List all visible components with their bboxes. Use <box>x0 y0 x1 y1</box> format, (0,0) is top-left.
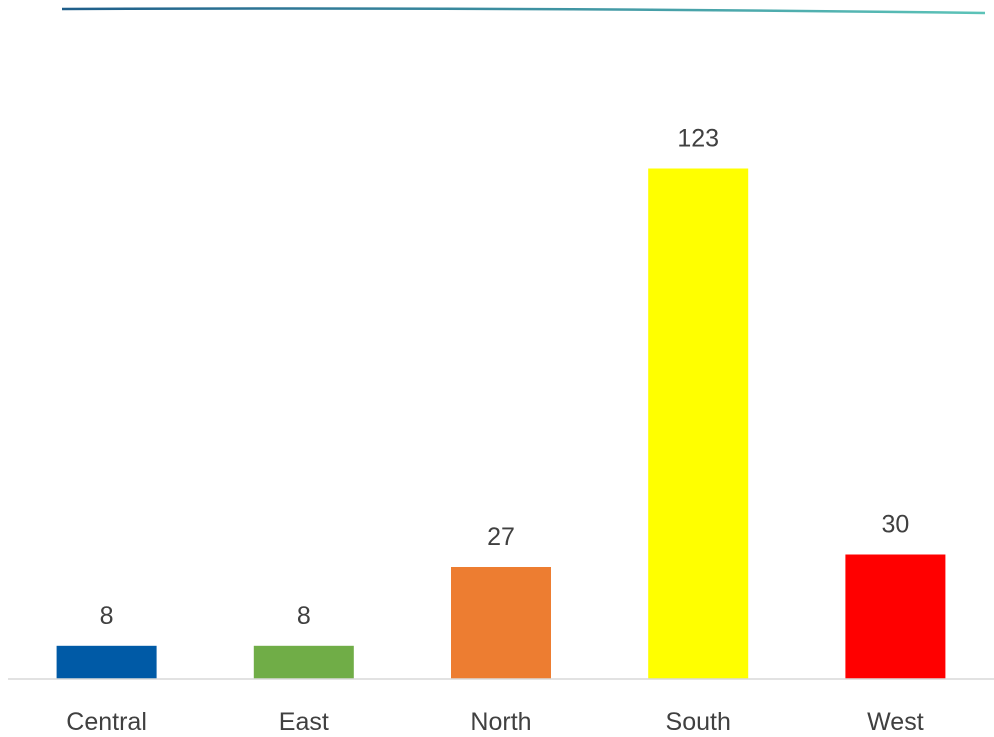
bar-west <box>845 555 945 680</box>
top-accent-rule <box>62 9 985 14</box>
data-label-west: 30 <box>881 511 909 539</box>
bar-north <box>451 567 551 679</box>
bars-group <box>57 169 946 680</box>
bar-central <box>57 646 157 679</box>
bar-east <box>254 646 354 679</box>
bar-south <box>648 169 748 680</box>
x-tick-label-east: East <box>279 708 329 736</box>
x-tick-label-north: North <box>470 708 531 736</box>
data-label-east: 8 <box>297 602 311 630</box>
data-label-north: 27 <box>487 523 515 551</box>
data-label-south: 123 <box>677 125 719 153</box>
x-tick-label-south: South <box>666 708 731 736</box>
category-tick-labels-group: Central East North South West <box>66 708 923 736</box>
data-label-central: 8 <box>100 602 114 630</box>
x-tick-label-west: West <box>867 708 924 736</box>
x-tick-label-central: Central <box>66 708 147 736</box>
data-labels-group: 8 8 27 123 30 <box>100 125 910 630</box>
